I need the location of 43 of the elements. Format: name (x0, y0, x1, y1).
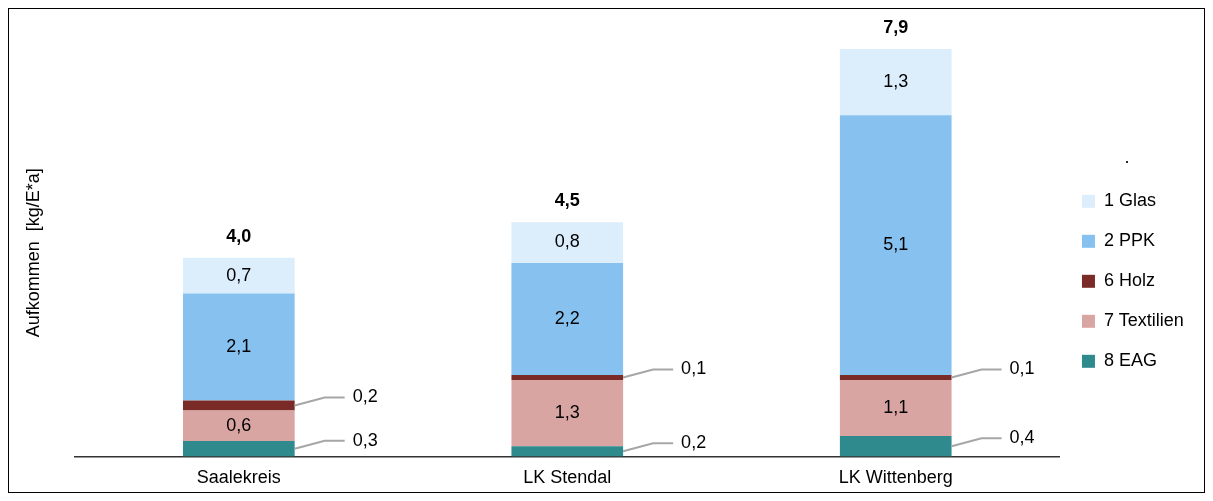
bar (182, 400, 295, 411)
bar (511, 374, 624, 381)
x-tick-label: Saalekreis (196, 467, 281, 488)
total-label: 4,0 (226, 225, 252, 246)
data-label: 0,6 (226, 414, 252, 435)
bar (839, 374, 952, 381)
total-label: 7,9 (883, 16, 909, 37)
data-label: 0,8 (554, 231, 580, 252)
bar (511, 380, 624, 447)
bar (511, 262, 624, 375)
legend-label: 8 EAG (1103, 350, 1157, 371)
legend-label: 6 Holz (1103, 270, 1155, 291)
data-label: 1,1 (883, 396, 909, 417)
bar (839, 49, 952, 116)
bar (511, 446, 624, 457)
bar (511, 222, 624, 263)
y-axis-title: Aufkommen [kg/E*a] (22, 168, 43, 338)
x-tick-label: LK Stendal (523, 467, 612, 488)
data-label: 0,7 (226, 264, 252, 285)
total-label: 4,5 (554, 190, 580, 211)
bar (839, 115, 952, 375)
data-label: 0,1 (681, 358, 707, 379)
bar (182, 293, 295, 401)
legend-label: 7 Textilien (1103, 310, 1184, 331)
bar (182, 410, 295, 442)
data-label: 0,2 (681, 432, 707, 453)
bar (839, 436, 952, 457)
bar (182, 441, 295, 457)
data-label: 2,1 (226, 335, 252, 356)
data-label: 0,2 (352, 386, 378, 407)
data-label: 1,3 (554, 402, 580, 423)
bar (182, 257, 295, 294)
data-label: 1,3 (883, 71, 909, 92)
data-label: 0,1 (1009, 358, 1035, 379)
legend-title: . (1124, 146, 1130, 167)
data-label: 0,3 (352, 429, 378, 450)
legend-label: 2 PPK (1103, 230, 1155, 251)
data-label: 0,4 (1009, 427, 1035, 448)
data-label: 5,1 (883, 234, 909, 255)
x-tick-label: LK Wittenberg (838, 467, 953, 488)
data-label: 2,2 (554, 307, 580, 328)
bar (839, 380, 952, 437)
legend-label: 1 Glas (1103, 190, 1156, 211)
